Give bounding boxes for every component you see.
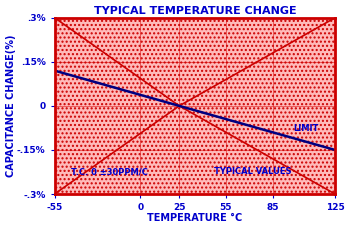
Polygon shape [55, 106, 335, 194]
Text: TYPICAL VALUES: TYPICAL VALUES [214, 167, 291, 177]
Text: LIMIT: LIMIT [293, 124, 318, 133]
Polygon shape [55, 18, 179, 194]
Y-axis label: CAPACITANCE CHANGE(%): CAPACITANCE CHANGE(%) [6, 35, 15, 177]
Title: TYPICAL TEMPERATURE CHANGE: TYPICAL TEMPERATURE CHANGE [93, 5, 296, 16]
Polygon shape [55, 18, 335, 106]
Text: T.C. 0 ±30PPM/C: T.C. 0 ±30PPM/C [71, 167, 148, 177]
Polygon shape [179, 18, 335, 194]
X-axis label: TEMPERATURE °C: TEMPERATURE °C [147, 213, 243, 224]
